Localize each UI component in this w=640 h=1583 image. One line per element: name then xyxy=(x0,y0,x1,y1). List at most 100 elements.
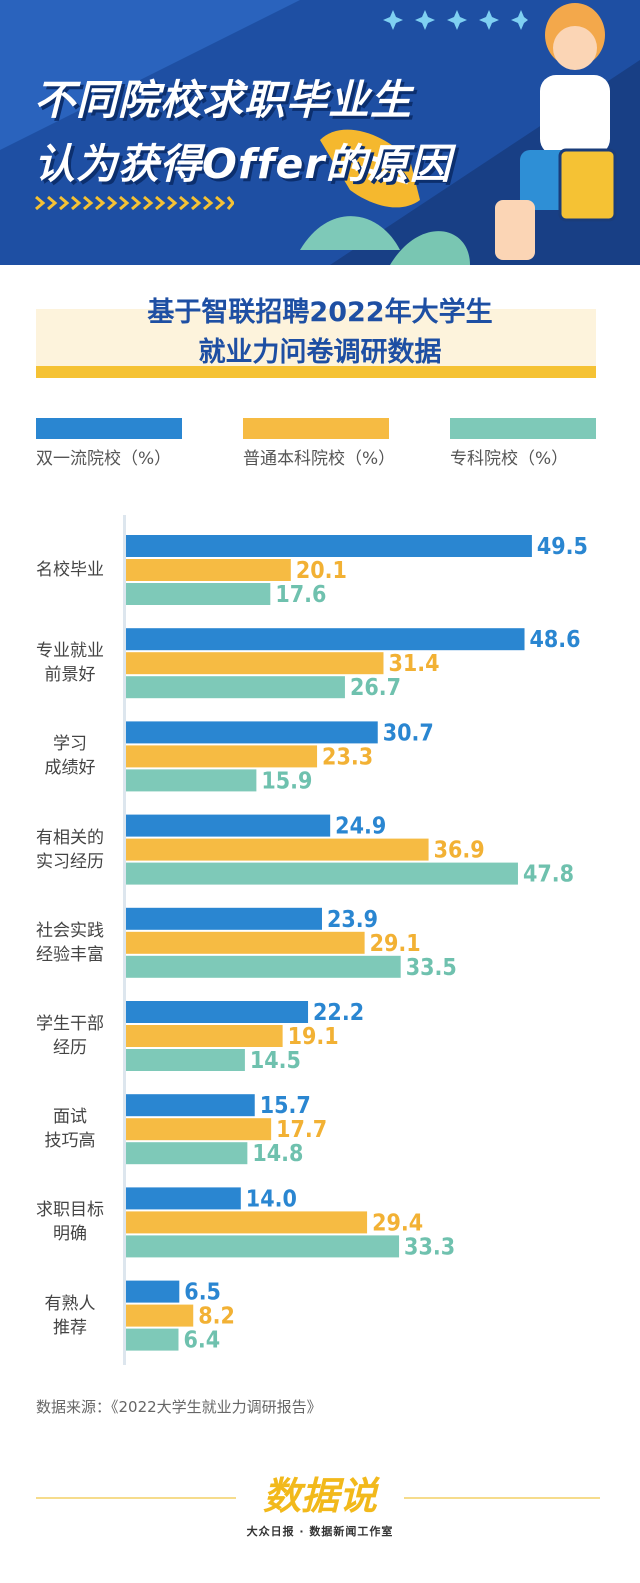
bar xyxy=(126,1094,255,1117)
bar xyxy=(126,1328,179,1351)
bar xyxy=(126,1025,283,1047)
bar xyxy=(126,676,345,699)
star-decoration xyxy=(383,10,528,30)
category-label-line: 专业就业 xyxy=(36,641,104,662)
bar xyxy=(126,628,525,651)
category-label-line: 实习经历 xyxy=(36,851,104,872)
bar xyxy=(126,652,384,675)
data-label: 36.9 xyxy=(434,838,485,864)
legend-label: 双一流院校（%） xyxy=(36,449,172,469)
category-label: 学习 成绩好 xyxy=(20,732,120,780)
data-label: 31.4 xyxy=(388,651,439,677)
data-label: 26.7 xyxy=(350,675,401,701)
category-label-line: 明确 xyxy=(53,1224,87,1245)
bar xyxy=(126,1118,272,1141)
data-label: 19.1 xyxy=(288,1024,339,1050)
bar xyxy=(126,1235,400,1258)
bar xyxy=(126,955,401,978)
category-label-line: 名校毕业 xyxy=(36,560,104,580)
bar xyxy=(126,907,322,930)
footer-divider-right xyxy=(404,1497,600,1499)
bar xyxy=(126,814,331,837)
subtitle-background xyxy=(36,309,596,377)
bar xyxy=(126,1049,245,1071)
bar-chart: 49.5 20.1 17.6 48.6 31.4 26.7 30.7 23.3 15.9 24.9… xyxy=(0,515,640,1389)
legend-item-double-first-class: 双一流院校（%） xyxy=(36,418,182,469)
data-label: 14.8 xyxy=(252,1141,303,1167)
bar xyxy=(126,862,518,885)
data-label: 17.7 xyxy=(276,1117,327,1143)
legend-item-undergraduate: 普通本科院校（%） xyxy=(243,418,395,469)
legend-label: 普通本科院校（%） xyxy=(243,449,396,469)
category-label-line: 技巧高 xyxy=(44,1131,96,1152)
bar xyxy=(126,1304,194,1327)
header-banner: 不同院校求职毕业生 认为获得Offer的原因 xyxy=(0,0,640,265)
bar xyxy=(126,931,365,954)
data-label: 14.0 xyxy=(246,1186,297,1212)
legend-label: 专科院校（%） xyxy=(450,449,569,469)
bar xyxy=(126,745,318,768)
category-label-line: 推荐 xyxy=(53,1317,87,1338)
bar xyxy=(126,583,271,605)
category-label: 求职目标 明确 xyxy=(20,1198,120,1246)
data-source: 数据来源：《2022大学生就业力调研报告》 xyxy=(36,1398,322,1416)
category-label: 名校毕业 xyxy=(20,558,120,582)
legend-swatch xyxy=(36,418,182,439)
bar xyxy=(126,769,257,792)
category-label: 面试 技巧高 xyxy=(20,1105,120,1153)
category-label-line: 成绩好 xyxy=(44,758,96,779)
chart-axis xyxy=(123,515,126,1365)
chevron-decoration xyxy=(35,195,234,211)
data-label: 47.8 xyxy=(523,862,574,888)
category-label: 社会实践 经验丰富 xyxy=(20,919,120,967)
brand-logo: 数据说 xyxy=(262,1474,377,1518)
data-label: 23.3 xyxy=(322,744,373,770)
category-label: 有相关的 实习经历 xyxy=(20,826,120,874)
legend-swatch xyxy=(243,418,389,439)
data-label: 8.2 xyxy=(198,1304,235,1330)
page-title-line2: 认为获得Offer的原因 xyxy=(34,140,452,188)
bar xyxy=(126,559,291,581)
sneaker-illustration xyxy=(320,129,420,208)
organization-name: 大众日报 · 数据新闻工作室 xyxy=(246,1525,394,1538)
category-label-line: 面试 xyxy=(53,1107,87,1128)
data-label: 24.9 xyxy=(335,814,386,840)
bar xyxy=(126,838,429,861)
bar xyxy=(126,1211,368,1234)
data-label: 23.9 xyxy=(327,907,378,933)
bar xyxy=(126,721,378,744)
bar xyxy=(126,1280,180,1303)
bar-chart-svg: 49.5 20.117.6 48.6 31.426.7 30.7 23.3 15.9 24.9… xyxy=(123,515,588,1365)
subtitle-line2: 就业力问卷调研数据 xyxy=(198,337,442,368)
legend-swatch xyxy=(450,418,596,439)
bar xyxy=(126,1187,241,1210)
category-label-line: 经验丰富 xyxy=(36,944,104,965)
data-label: 6.5 xyxy=(184,1280,221,1306)
category-label-line: 有熟人 xyxy=(44,1293,96,1314)
category-label-line: 经历 xyxy=(53,1038,87,1058)
category-label-line: 学生干部 xyxy=(36,1014,104,1034)
bar xyxy=(126,1001,309,1023)
category-label-line: 前景好 xyxy=(44,665,96,686)
category-label-line: 学习 xyxy=(53,734,87,755)
data-label: 33.3 xyxy=(404,1234,455,1260)
data-label: 29.1 xyxy=(370,931,421,957)
data-label: 22.2 xyxy=(313,1000,364,1026)
data-label: 15.7 xyxy=(260,1093,311,1119)
banner-background xyxy=(0,0,640,265)
bar xyxy=(126,535,532,557)
data-label: 6.4 xyxy=(183,1328,220,1354)
student-illustration xyxy=(495,3,617,260)
category-label-line: 社会实践 xyxy=(36,920,104,941)
category-label: 学生干部 经历 xyxy=(20,1012,120,1060)
category-label-line: 有相关的 xyxy=(36,827,104,848)
bar xyxy=(126,1142,248,1165)
footer-divider-left xyxy=(36,1497,236,1499)
data-label: 20.1 xyxy=(296,558,347,584)
page-title-line1: 不同院校求职毕业生 xyxy=(34,76,412,124)
category-label: 专业就业 前景好 xyxy=(20,639,120,687)
data-label: 33.5 xyxy=(406,955,457,981)
data-label: 30.7 xyxy=(383,720,434,746)
category-label-line: 求职目标 xyxy=(36,1200,104,1221)
legend-item-vocational: 专科院校（%） xyxy=(450,418,596,469)
